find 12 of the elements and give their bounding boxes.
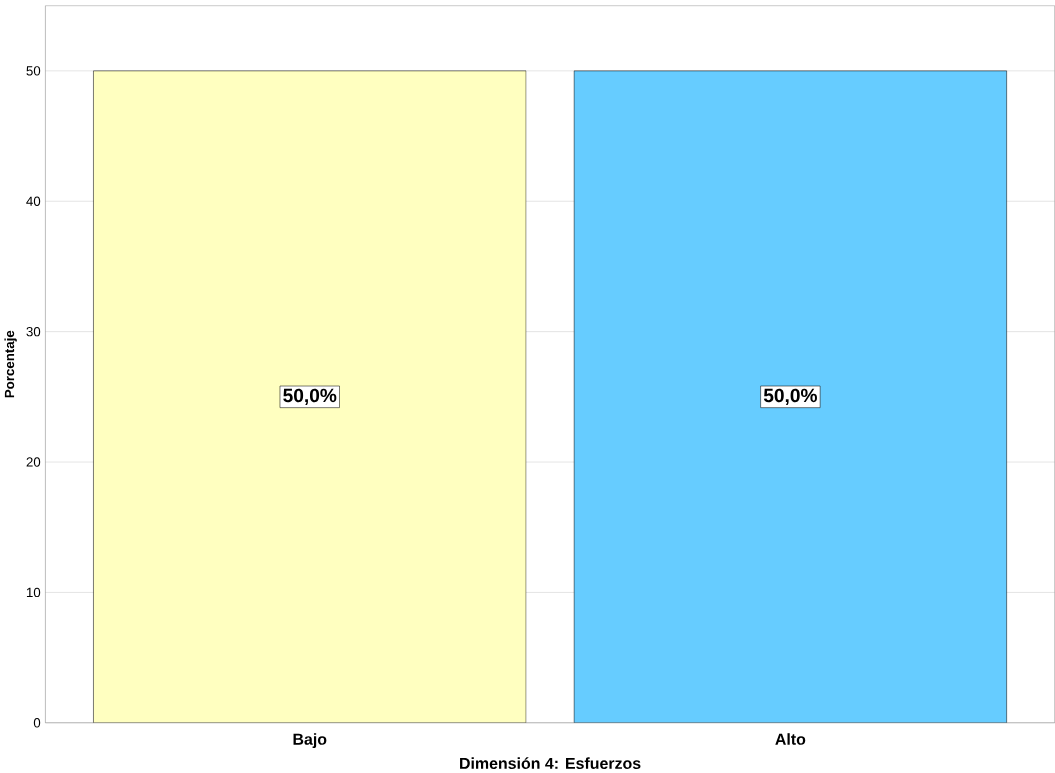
y-axis-title: Porcentaje: [4, 330, 17, 398]
x-axis-title: Dimensión 4: Esfuerzos: [460, 756, 641, 769]
data-label: 50,0%: [763, 388, 817, 405]
y-tick-label: 30: [26, 326, 41, 337]
y-tick-label: 50: [26, 65, 41, 76]
y-tick-label: 40: [26, 196, 41, 206]
x-tick-label: Bajo: [293, 732, 327, 748]
x-tick-label: Alto: [775, 732, 806, 745]
y-tick-label: 20: [26, 457, 41, 467]
y-tick-label: 10: [26, 587, 41, 597]
data-label: 50,0%: [283, 388, 337, 405]
y-tick-label: 0: [33, 717, 41, 728]
